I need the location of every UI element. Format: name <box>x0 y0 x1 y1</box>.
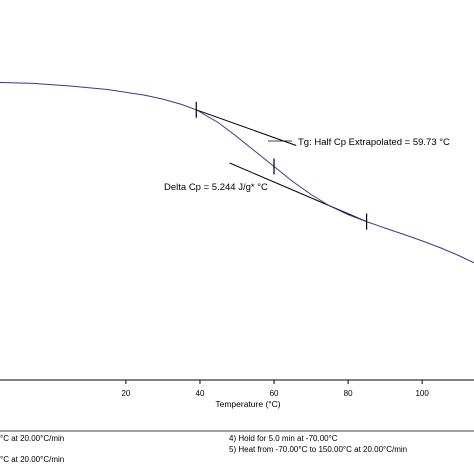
x-axis-ticks: 20 40 60 80 100 <box>121 380 429 398</box>
tangent-lines <box>196 109 367 223</box>
x-tick-label: 40 <box>196 389 205 398</box>
method-step-text: °C at 20.00°C/min <box>0 455 64 464</box>
x-tick-label: 60 <box>270 389 279 398</box>
tg-annotation: Tg: Half Cp Extrapolated = 59.73 °C <box>298 137 450 148</box>
method-step-text: 5) Heat from -70.00°C to 150.00°C at 20.… <box>229 445 407 454</box>
heat-flow-curve <box>0 82 474 264</box>
x-axis-label: Temperature (°C) <box>215 399 280 409</box>
tangent-line <box>196 109 297 146</box>
method-step-text: °C at 20.00°C/min <box>0 434 64 443</box>
tangent-line <box>229 162 367 223</box>
x-tick-label: 80 <box>344 389 353 398</box>
method-step-text: 4) Hold for 5.0 min at -70.00°C <box>229 434 338 443</box>
x-tick-label: 100 <box>415 389 429 398</box>
transition-markers <box>195 101 368 230</box>
delta-cp-annotation: Delta Cp = 5.244 J/g* °C <box>164 182 268 193</box>
x-tick-label: 20 <box>121 389 130 398</box>
